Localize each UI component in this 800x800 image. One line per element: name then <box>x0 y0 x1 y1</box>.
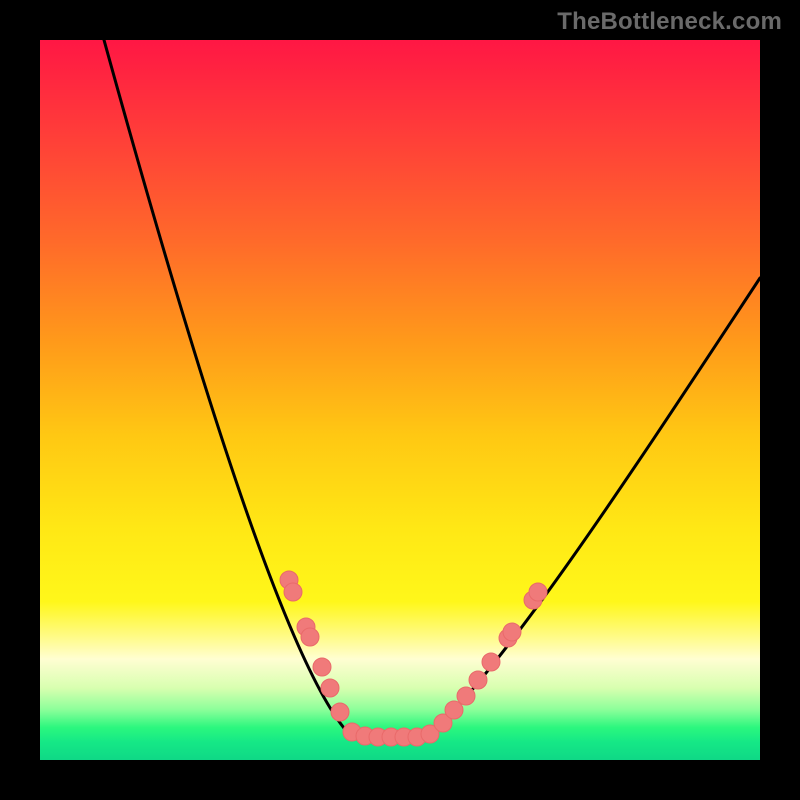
curve-marker <box>445 701 463 719</box>
curve-marker <box>321 679 339 697</box>
curve-marker <box>284 583 302 601</box>
watermark-text: TheBottleneck.com <box>557 8 782 36</box>
plot-svg <box>40 40 760 760</box>
gradient-background <box>40 40 760 760</box>
stage: TheBottleneck.com <box>0 0 800 800</box>
curve-marker <box>482 653 500 671</box>
curve-marker <box>331 703 349 721</box>
curve-marker <box>529 583 547 601</box>
curve-marker <box>469 671 487 689</box>
curve-marker <box>503 623 521 641</box>
curve-marker <box>301 628 319 646</box>
curve-marker <box>313 658 331 676</box>
plot-area <box>40 40 760 760</box>
curve-marker <box>457 687 475 705</box>
